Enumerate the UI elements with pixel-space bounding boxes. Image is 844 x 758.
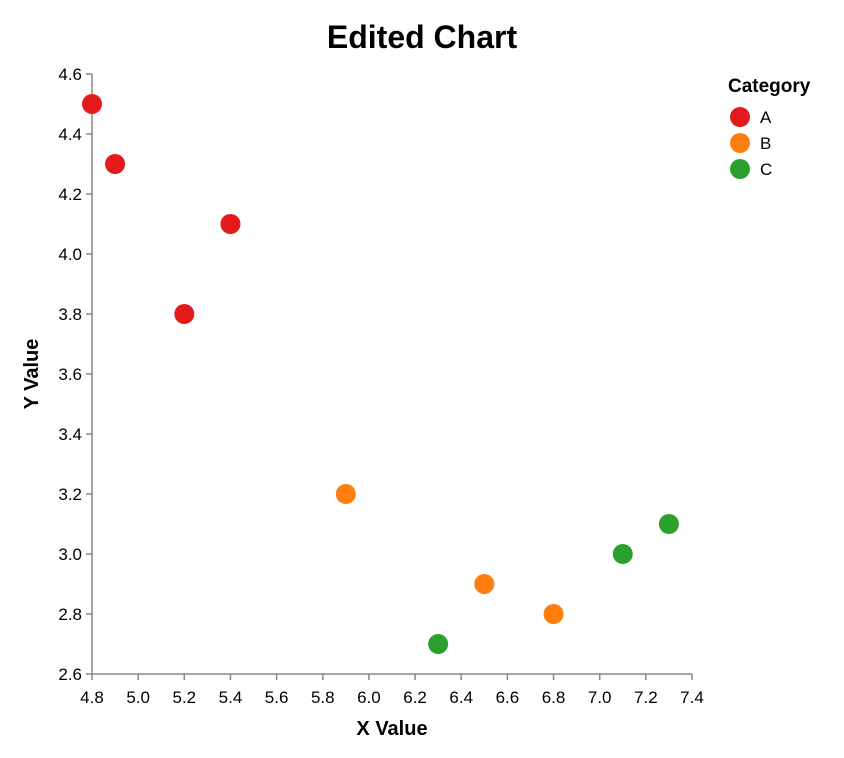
legend-symbol-c (730, 159, 750, 179)
legend-label-b: B (760, 134, 771, 153)
data-point-a (82, 94, 102, 114)
y-tick-label: 3.8 (58, 305, 82, 324)
data-point-c (428, 634, 449, 654)
y-tick-label: 4.6 (58, 65, 82, 84)
x-tick-label: 7.2 (634, 688, 658, 707)
legend-symbol-b (730, 133, 750, 153)
x-ticks: 4.8 5.0 5.2 5.4 5.6 5.8 6.0 6.2 6.4 6.6 6.8 7.0 7.2 7… (80, 674, 704, 707)
y-tick-label: 4.0 (58, 245, 82, 264)
y-tick-label: 3.0 (58, 545, 82, 564)
y-ticks: 2.6 2.8 3.0 3.2 3.4 3.6 3.8 4.0 4.2 4.4 4.6 (58, 65, 92, 684)
y-tick-label: 4.2 (58, 185, 82, 204)
x-tick-label: 6.2 (403, 688, 427, 707)
data-point-a (220, 214, 241, 234)
data-point-c (658, 514, 679, 534)
x-tick-label: 5.4 (219, 688, 243, 707)
legend-symbol-a (730, 107, 750, 127)
y-tick-label: 2.6 (58, 665, 82, 684)
data-point-a (105, 154, 126, 174)
legend-label-c: C (760, 160, 772, 179)
x-tick-label: 6.0 (357, 688, 381, 707)
x-tick-label: 7.0 (588, 688, 612, 707)
y-tick-label: 4.4 (58, 125, 82, 144)
data-point-c (612, 544, 633, 564)
axes: 4.8 5.0 5.2 5.4 5.6 5.8 6.0 6.2 6.4 6.6 6.8 7.0 7.2 7… (58, 65, 703, 707)
y-tick-label: 2.8 (58, 605, 82, 624)
x-tick-label: 5.2 (172, 688, 196, 707)
x-tick-label: 7.4 (680, 688, 704, 707)
x-tick-label: 4.8 (80, 688, 104, 707)
y-axis-label: Y Value (21, 339, 43, 410)
y-tick-label: 3.4 (58, 425, 82, 444)
legend-label-a: A (760, 108, 772, 127)
data-point-b (335, 484, 356, 504)
x-tick-label: 5.8 (311, 688, 335, 707)
legend: Category ABC (728, 76, 811, 179)
data-points (82, 94, 679, 654)
legend-title: Category (728, 76, 811, 97)
legend-items: ABC (730, 107, 772, 179)
y-tick-label: 3.6 (58, 365, 82, 384)
data-point-b (543, 604, 564, 624)
data-point-b (474, 574, 495, 594)
x-tick-label: 6.8 (542, 688, 566, 707)
chart-title: Edited Chart (327, 19, 518, 55)
x-tick-label: 6.6 (496, 688, 520, 707)
y-tick-label: 3.2 (58, 485, 82, 504)
x-axis-label: X Value (356, 718, 427, 740)
data-point-a (174, 304, 195, 324)
x-tick-label: 6.4 (449, 688, 473, 707)
x-tick-label: 5.6 (265, 688, 289, 707)
x-tick-label: 5.0 (126, 688, 150, 707)
